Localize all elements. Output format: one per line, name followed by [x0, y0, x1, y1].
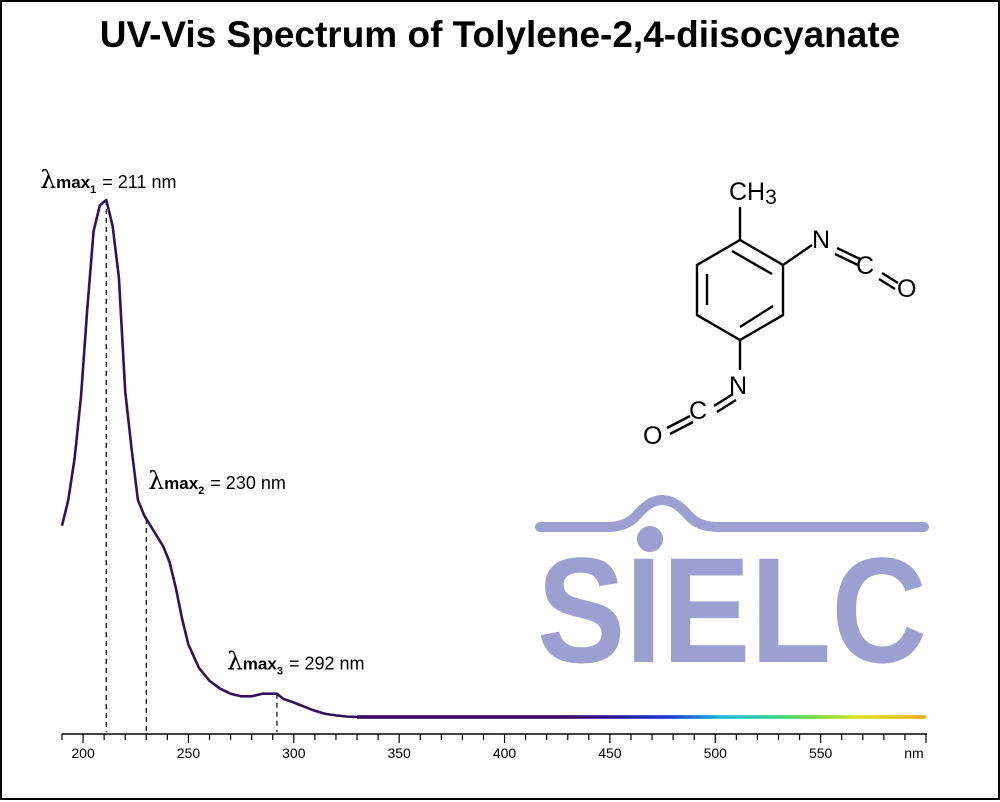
atom-n1: N	[812, 226, 830, 254]
logo-dot	[637, 526, 663, 552]
sielc-logo: SIELC	[535, 495, 929, 694]
visible-spectrum-bar	[357, 715, 926, 719]
x-tick-label: 500	[704, 745, 728, 761]
molecule-atoms: CH3 N C O N C O	[643, 178, 916, 450]
x-tick-label: 350	[387, 745, 411, 761]
atom-c1: C	[856, 252, 874, 280]
x-tick-label: 250	[177, 745, 201, 761]
atom-ch3: CH3	[729, 178, 777, 209]
x-tick-label: 300	[282, 745, 306, 761]
atom-o2: O	[643, 422, 662, 450]
x-axis: 200 250 300 350 400 450 500 550 nm	[61, 733, 927, 761]
peak-label: λmax3 = 292 nm	[227, 647, 365, 678]
spectrum-curve	[60, 198, 358, 719]
atom-c2: C	[689, 397, 707, 425]
x-tick-label: 200	[71, 745, 95, 761]
atom-o1: O	[897, 275, 916, 303]
peak-labels: λmax1 = 211 nm λmax2 = 230 nm λmax3 = 292 nm	[40, 165, 364, 678]
x-tick-label: 550	[809, 745, 833, 761]
atom-n2: N	[729, 372, 747, 400]
molecule-structure	[666, 207, 899, 436]
chart-title: UV-Vis Spectrum of Tolylene-2,4-diisocya…	[99, 14, 901, 55]
peak-drop-lines	[105, 200, 278, 732]
x-tick-label: 400	[493, 745, 517, 761]
peak-label: λmax1 = 211 nm	[40, 165, 176, 196]
peak-label: λmax2 = 230 nm	[148, 466, 286, 497]
x-unit-label: nm	[904, 745, 923, 761]
logo-wordmark: SIELC	[537, 526, 927, 694]
x-tick-label: 450	[598, 745, 622, 761]
logo-swoosh	[535, 495, 929, 532]
